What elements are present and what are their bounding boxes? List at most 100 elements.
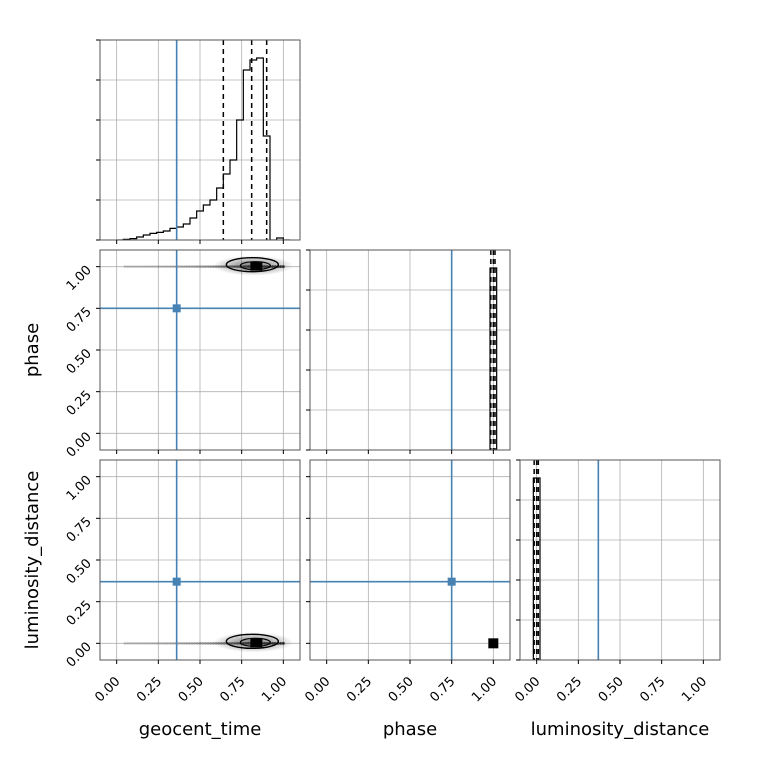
sample-point (126, 641, 130, 645)
x-tick-label: 1.00 (259, 674, 290, 705)
sample-point (158, 265, 162, 269)
sample-point (182, 641, 186, 645)
sample-point (171, 641, 175, 645)
joint-phase-luminosity_distance: 0.00 0.25 0.50 0.75 1.00 (302, 459, 511, 705)
sample-point (128, 641, 132, 645)
density-peak (250, 638, 263, 648)
sample-point (136, 641, 140, 645)
joint-geocent_time-phase: 0.00 0.25 0.50 0.75 1.00 (64, 249, 301, 461)
marginal-phase-content (310, 250, 510, 450)
sample-point (198, 265, 202, 269)
sample-point (142, 265, 146, 269)
truth-marker (172, 304, 181, 313)
sample-point (139, 265, 143, 269)
x-tick-label: 0.00 (512, 674, 543, 705)
x-tick-label: 0.25 (344, 674, 375, 705)
x-axis-label-luminosity_distance: luminosity_distance (531, 719, 710, 740)
x-axis-label-phase: phase (383, 719, 437, 740)
sample-point (204, 265, 208, 269)
x-tick-label: 1.00 (679, 674, 710, 705)
sample-point (153, 641, 157, 645)
sample-square (488, 638, 499, 649)
marginal-luminosity_distance-content (520, 460, 720, 660)
x-tick-label: 1.00 (469, 674, 500, 705)
sample-point (150, 265, 154, 269)
sample-point (144, 265, 148, 269)
sample-point (142, 641, 146, 645)
sample-point (166, 265, 170, 269)
sample-point (187, 265, 191, 269)
sample-point (161, 265, 165, 269)
x-tick-label: 0.50 (176, 674, 207, 705)
sample-point (185, 265, 189, 269)
y-tick-label: 0.75 (64, 305, 95, 336)
sample-point (166, 641, 170, 645)
y-axis-label-phase: phase (22, 323, 43, 377)
sample-point (179, 641, 183, 645)
sample-point (190, 641, 194, 645)
sample-point (206, 641, 210, 645)
sample-point (155, 265, 159, 269)
y-tick-label: 0.25 (64, 388, 95, 419)
sample-point (193, 641, 197, 645)
sample-point (158, 641, 162, 645)
sample-point (201, 641, 205, 645)
y-tick-label: 0.75 (64, 515, 95, 546)
sample-point (195, 641, 199, 645)
joint-geocent_time-luminosity_distance: 0.00 0.25 0.50 0.75 1.00 0.00 0.25 0.50 0.75 1.00 (64, 459, 301, 705)
sample-point (147, 265, 151, 269)
x-tick-label: 0.25 (554, 674, 585, 705)
x-tick-label: 0.75 (217, 674, 248, 705)
sample-point (198, 641, 202, 645)
sample-point (161, 641, 165, 645)
y-tick-label: 1.00 (64, 263, 95, 294)
x-tick-label: 0.50 (596, 674, 627, 705)
sample-point (136, 265, 140, 269)
y-tick-label: 1.00 (64, 473, 95, 504)
sample-point (169, 641, 173, 645)
sample-point (209, 265, 213, 269)
sample-point (206, 265, 210, 269)
sample-point (123, 641, 127, 645)
sample-point (126, 265, 130, 269)
truth-marker (447, 577, 456, 586)
joint-geocent_time-phase-content (100, 250, 300, 450)
marginal-phase (306, 249, 511, 454)
sample-point (185, 641, 189, 645)
sample-point (134, 641, 138, 645)
sample-point (177, 641, 181, 645)
sample-point (209, 641, 213, 645)
x-tick-label: 0.50 (386, 674, 417, 705)
sample-point (177, 265, 181, 269)
contour-outer (225, 256, 280, 273)
sample-point (134, 265, 138, 269)
y-tick-label: 0.25 (64, 598, 95, 629)
sample-point (201, 265, 205, 269)
sample-point (131, 265, 135, 269)
x-tick-label: 0.00 (302, 674, 333, 705)
contour-outer (225, 633, 280, 650)
y-tick-label: 0.50 (64, 346, 95, 377)
marginal-luminosity_distance: 0.00 0.25 0.50 0.75 1.00 (512, 459, 721, 705)
sample-point (193, 265, 197, 269)
x-tick-label: 0.75 (427, 674, 458, 705)
joint-phase-luminosity_distance-content (310, 460, 510, 660)
sample-point (163, 641, 167, 645)
x-axis-label-geocent_time: geocent_time (139, 719, 262, 740)
sample-point (155, 641, 159, 645)
joint-geocent_time-luminosity_distance-content (100, 460, 300, 660)
y-axis-label-luminosity_distance: luminosity_distance (22, 471, 43, 650)
sample-point (139, 641, 143, 645)
sample-point (128, 265, 132, 269)
sample-point (144, 641, 148, 645)
sample-point (179, 265, 183, 269)
x-tick-label: 0.75 (637, 674, 668, 705)
marginal-geocent_time (96, 39, 301, 244)
sample-point (131, 641, 135, 645)
y-tick-label: 0.00 (64, 640, 95, 671)
y-tick-label: 0.50 (64, 556, 95, 587)
sample-point (163, 265, 167, 269)
sample-point (147, 641, 151, 645)
density-peak (250, 261, 263, 271)
